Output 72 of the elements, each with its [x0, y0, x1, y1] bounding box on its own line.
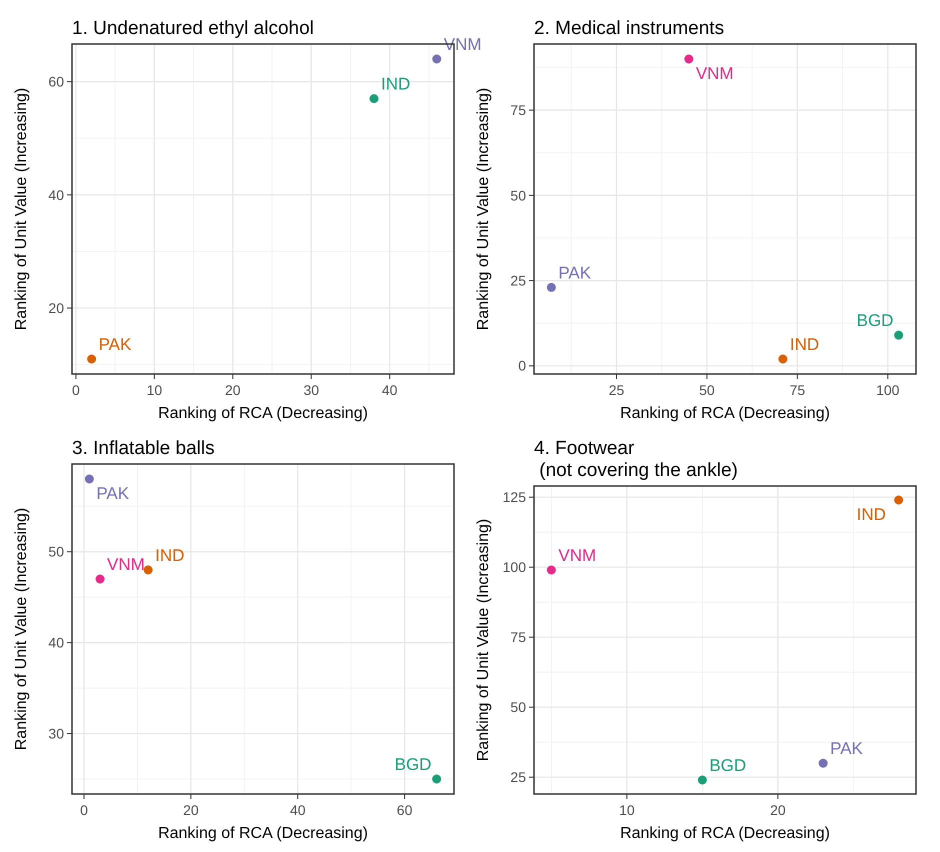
x-tick-label: 75 [790, 382, 806, 398]
x-tick-label: 30 [303, 382, 320, 398]
x-tick-label: 20 [183, 802, 199, 818]
chart-title: 2. Medical instruments [534, 18, 724, 39]
y-tick-label: 40 [48, 634, 64, 651]
series-label: IND [380, 74, 410, 94]
x-tick-label: 100 [876, 382, 900, 398]
x-tick-label: 50 [699, 382, 715, 398]
point [432, 54, 442, 64]
y-axis-title: Ranking of Unit Value (Increasing) [475, 88, 492, 330]
y-axis-title: Ranking of Unit Value (Increasing) [475, 518, 492, 762]
x-tick-label: 0 [72, 382, 80, 398]
x-tick-label: 20 [225, 382, 241, 398]
x-tick-label: 0 [80, 802, 88, 818]
x-tick-label: 10 [146, 382, 162, 398]
series-label: VNM [558, 546, 596, 565]
point [546, 282, 556, 292]
y-tick-label: 100 [502, 559, 526, 576]
series-label: PAK [830, 739, 864, 758]
series-label: IND [856, 505, 886, 524]
series-label: PAK [96, 484, 130, 503]
point [894, 330, 904, 340]
y-tick-label: 25 [510, 769, 526, 786]
y-tick-label: 50 [510, 187, 526, 204]
x-axis-title: Ranking of RCA (Decreasing) [620, 825, 830, 842]
point [87, 354, 96, 364]
x-tick-label: 25 [608, 382, 624, 398]
series-label: VNM [107, 555, 145, 574]
y-tick-label: 0 [518, 358, 526, 374]
y-axis-title: Ranking of Unit Value (Increasing) [13, 88, 30, 330]
x-axis-title: Ranking of RCA (Decreasing) [158, 405, 368, 422]
y-axis-title: Ranking of Unit Value (Increasing) [13, 508, 30, 750]
y-tick-label: 20 [48, 300, 64, 316]
series-label: VNM [696, 64, 734, 83]
y-tick-label: 50 [48, 544, 64, 560]
x-tick-label: 40 [290, 802, 306, 818]
y-tick-label: 25 [510, 272, 526, 288]
point [432, 774, 442, 784]
point [894, 496, 904, 504]
series-label: PAK [558, 263, 592, 282]
series-label: BGD [394, 755, 432, 774]
series-label: VNM [444, 35, 482, 54]
series-label: BGD [709, 756, 746, 775]
y-tick-label: 60 [48, 74, 64, 90]
x-tick-label: 10 [619, 802, 635, 818]
chart-title: 4. Footwear (not covering the ankle) [534, 438, 738, 481]
y-tick-label: 125 [502, 489, 526, 506]
x-tick-label: 40 [382, 382, 398, 398]
point [369, 94, 378, 104]
point [96, 574, 105, 584]
x-tick-label: 20 [770, 802, 786, 818]
y-tick-label: 30 [48, 725, 64, 742]
y-tick-label: 40 [48, 186, 64, 203]
point [778, 354, 788, 364]
y-tick-label: 50 [510, 699, 526, 716]
series-label: PAK [98, 335, 132, 354]
x-axis-title: Ranking of RCA (Decreasing) [620, 405, 830, 422]
point [144, 565, 153, 574]
point [684, 54, 694, 64]
chart-title: 3. Inflatable balls [72, 438, 215, 459]
y-tick-label: 75 [510, 102, 526, 118]
y-tick-label: 75 [510, 629, 526, 646]
series-label: IND [155, 546, 184, 565]
chart-title: 1. Undenatured ethyl alcohol [72, 18, 314, 39]
x-tick-label: 60 [396, 802, 413, 818]
point [818, 758, 828, 768]
point [546, 566, 556, 574]
point [84, 474, 94, 484]
x-axis-title: Ranking of RCA (Decreasing) [158, 825, 368, 842]
point [698, 776, 707, 784]
series-label: IND [790, 335, 820, 354]
series-label: BGD [856, 311, 894, 330]
